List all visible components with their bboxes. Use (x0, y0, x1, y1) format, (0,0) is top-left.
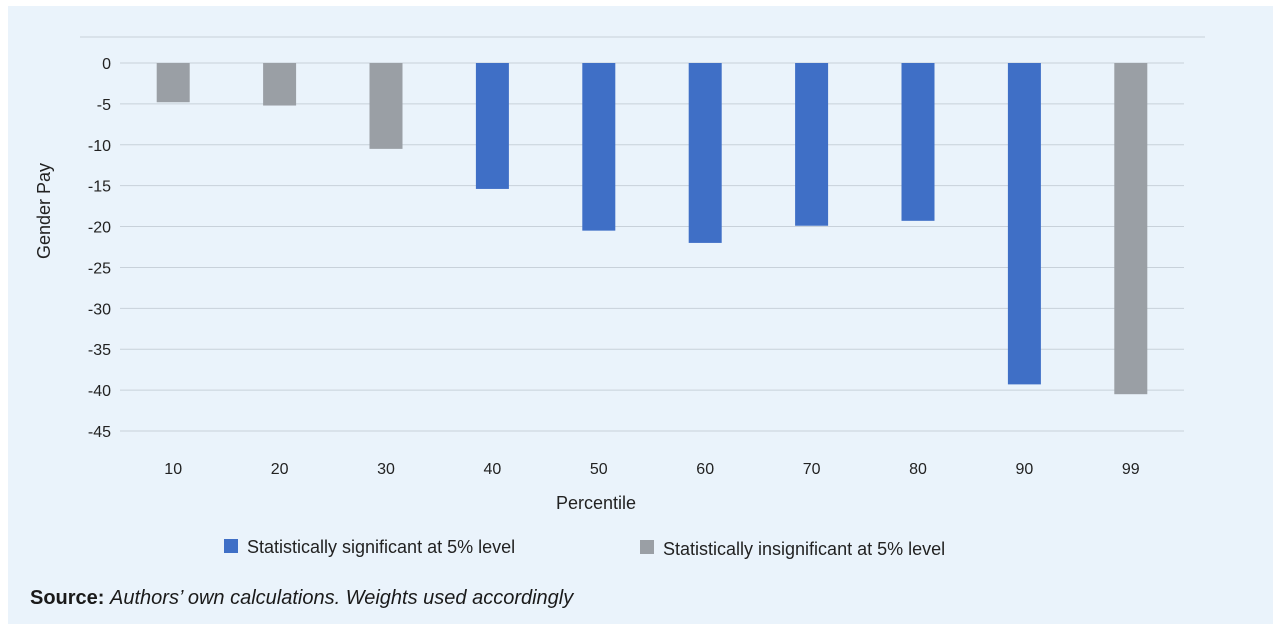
source-note: Source: Authors’ own calculations. Weigh… (30, 587, 573, 610)
x-tick-label: 80 (909, 461, 927, 478)
chart-panel (8, 6, 1273, 624)
y-axis-title: Gender Pay (34, 163, 54, 259)
y-tick-label: -25 (88, 260, 111, 277)
x-axis-tick-labels: 10 20 30 40 50 60 70 80 90 99 (164, 461, 1139, 478)
x-tick-label: 10 (164, 461, 182, 478)
bar-70 (795, 63, 829, 226)
gridlines (80, 36, 1205, 432)
x-axis-title: Percentile (556, 493, 636, 513)
bar-10 (156, 63, 190, 103)
bar-99 (1114, 63, 1148, 395)
source-label: Source: (30, 587, 105, 609)
legend-swatch-insignificant (640, 540, 654, 554)
source-text: Authors’ own calculations. Weights used … (110, 587, 574, 609)
y-tick-label: -15 (88, 179, 111, 196)
y-tick-label: -45 (88, 424, 111, 441)
bars (156, 63, 1148, 395)
y-tick-label: -10 (88, 138, 111, 155)
y-tick-label: -30 (88, 301, 111, 318)
legend: Statistically significant at 5% level St… (224, 537, 945, 559)
x-tick-label: 30 (377, 461, 395, 478)
bar-50 (582, 63, 616, 231)
legend-label-insignificant: Statistically insignificant at 5% level (663, 539, 945, 559)
y-tick-label: -40 (88, 383, 111, 400)
y-tick-label: -35 (88, 342, 111, 359)
bar-30 (369, 63, 403, 149)
x-tick-label: 50 (590, 461, 608, 478)
y-tick-label: 0 (102, 56, 111, 73)
y-tick-label: -20 (88, 220, 111, 237)
bar-chart: 0 -5 -10 -15 -20 -25 -30 -35 -40 -45 10 20 30 40 50 60… (34, 36, 1205, 559)
x-tick-label: 99 (1122, 461, 1140, 478)
bar-80 (901, 63, 935, 221)
bar-20 (263, 63, 297, 106)
x-tick-label: 40 (484, 461, 502, 478)
x-tick-label: 60 (696, 461, 714, 478)
bar-40 (475, 63, 509, 189)
y-axis-tick-labels: 0 -5 -10 -15 -20 -25 -30 -35 -40 -45 (88, 56, 111, 441)
bar-90 (1007, 63, 1041, 385)
x-tick-label: 70 (803, 461, 821, 478)
y-tick-label: -5 (97, 97, 111, 114)
legend-swatch-significant (224, 539, 238, 553)
legend-label-significant: Statistically significant at 5% level (247, 537, 515, 557)
x-tick-label: 90 (1016, 461, 1034, 478)
bar-60 (688, 63, 722, 243)
x-tick-label: 20 (271, 461, 289, 478)
